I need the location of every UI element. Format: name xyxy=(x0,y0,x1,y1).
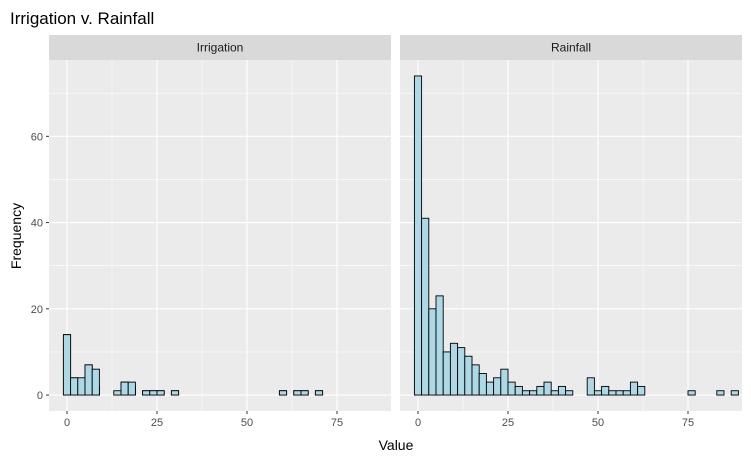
bar-irrigation-overlay-8 xyxy=(120,381,129,396)
bar-rainfall-16 xyxy=(529,390,538,396)
panel-irrigation: Irrigation 0 25 50 75 xyxy=(49,35,391,429)
bar-rainfall-28 xyxy=(615,390,624,396)
panel-rainfall: Rainfall 0 25 50 75 xyxy=(400,35,742,429)
x-tick-label-irrigation: 0 xyxy=(64,417,70,429)
bar-rainfall-6 xyxy=(457,347,466,396)
bar-rainfall-44 xyxy=(730,390,739,396)
bar-irrigation-overlay-0 xyxy=(62,334,72,396)
bar-rainfall-8 xyxy=(471,364,480,396)
bar-rainfall-29 xyxy=(622,390,631,396)
y-tick-label: 40 xyxy=(31,218,43,230)
bars-irrigation xyxy=(62,334,324,396)
bar-rainfall-3 xyxy=(435,295,444,396)
bar-rainfall-14 xyxy=(514,385,523,396)
bar-irrigation-overlay-4 xyxy=(91,368,100,396)
bar-rainfall-19 xyxy=(550,390,559,396)
bar-rainfall-21 xyxy=(565,390,574,396)
bar-rainfall-30 xyxy=(629,381,639,396)
bar-irrigation-overlay-30 xyxy=(278,390,288,396)
bar-rainfall-18 xyxy=(543,381,552,396)
bar-irrigation-overlay-11 xyxy=(142,390,151,396)
bar-rainfall-27 xyxy=(608,390,617,396)
bars-rainfall xyxy=(413,75,739,396)
x-tick-label-irrigation: 75 xyxy=(331,417,343,429)
bar-rainfall-25 xyxy=(593,390,603,396)
bar-rainfall-2 xyxy=(428,308,437,396)
y-axis-title: Frequency xyxy=(8,203,24,269)
x-tick-label-irrigation: 50 xyxy=(241,417,253,429)
strip-background-rainfall xyxy=(400,35,742,60)
bar-rainfall-13 xyxy=(507,381,516,396)
bar-irrigation-overlay-15 xyxy=(170,390,180,396)
bar-rainfall-31 xyxy=(637,385,646,396)
grid-irrigation xyxy=(49,60,391,411)
bar-rainfall-38 xyxy=(687,390,696,396)
bar-irrigation-7 xyxy=(113,390,122,396)
bar-rainfall-0 xyxy=(413,75,423,396)
y-tick-label: 60 xyxy=(31,131,43,143)
bar-irrigation-overlay-9 xyxy=(127,381,136,396)
bar-rainfall-20 xyxy=(557,385,567,396)
chart-title: Irrigation v. Rainfall xyxy=(10,9,154,28)
bar-irrigation-overlay-35 xyxy=(314,390,324,396)
strip-label-irrigation: Irrigation xyxy=(197,41,244,55)
y-axis-ticks: 0 20 40 60 xyxy=(31,131,49,402)
bar-irrigation-overlay-2 xyxy=(77,377,86,396)
x-ticks-irrigation: 0 25 50 75 xyxy=(64,411,343,429)
bar-rainfall-24 xyxy=(586,377,595,396)
bar-rainfall-42 xyxy=(716,390,725,396)
bar-rainfall-17 xyxy=(536,385,545,396)
bar-rainfall-26 xyxy=(601,385,610,396)
x-tick-label-irrigation: 25 xyxy=(151,417,163,429)
bar-rainfall-7 xyxy=(464,355,473,396)
bar-irrigation-overlay-12 xyxy=(149,390,158,396)
strip-label-rainfall: Rainfall xyxy=(551,41,591,55)
bar-rainfall-12 xyxy=(500,368,509,396)
bar-rainfall-4 xyxy=(442,351,451,396)
bar-rainfall-9 xyxy=(478,373,487,396)
strip-background-irrigation xyxy=(49,35,391,60)
x-tick-label-rainfall: 0 xyxy=(415,417,421,429)
x-axis-title: Value xyxy=(379,437,414,453)
x-ticks-rainfall: 0 25 50 75 xyxy=(415,411,694,429)
panel-background-irrigation xyxy=(49,60,391,411)
y-tick-label: 0 xyxy=(37,390,43,402)
bar-rainfall-5 xyxy=(449,342,459,396)
x-tick-label-rainfall: 50 xyxy=(592,417,604,429)
y-tick-label: 20 xyxy=(31,304,43,316)
bar-rainfall-11 xyxy=(493,377,502,396)
bar-irrigation-overlay-13 xyxy=(156,390,165,396)
x-tick-label-rainfall: 25 xyxy=(502,417,514,429)
bar-rainfall-10 xyxy=(485,381,495,396)
bar-irrigation-overlay-32 xyxy=(293,390,302,396)
bar-rainfall-15 xyxy=(521,390,531,396)
bar-rainfall-1 xyxy=(421,217,430,396)
bar-irrigation-overlay-33 xyxy=(300,390,309,396)
bar-irrigation-overlay-3 xyxy=(84,364,93,396)
x-tick-label-rainfall: 75 xyxy=(682,417,694,429)
bar-irrigation-overlay-1 xyxy=(70,377,79,396)
